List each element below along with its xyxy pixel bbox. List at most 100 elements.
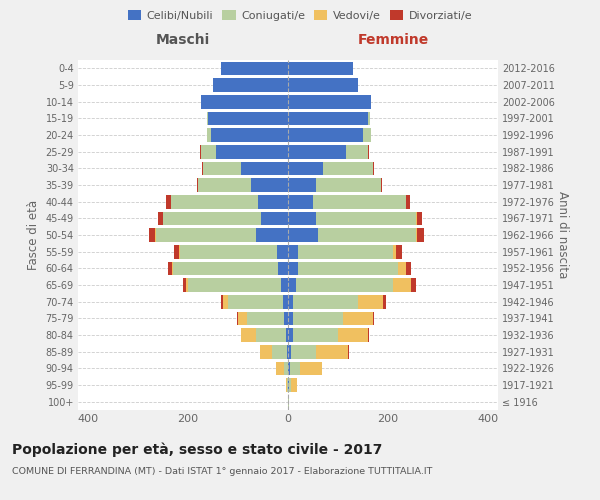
Bar xyxy=(299,362,322,375)
Bar xyxy=(398,262,406,275)
Bar xyxy=(288,78,358,92)
Bar xyxy=(188,278,281,292)
Bar xyxy=(197,178,198,192)
Bar xyxy=(373,312,374,325)
Bar xyxy=(185,278,188,292)
Bar xyxy=(346,145,368,158)
Bar xyxy=(283,295,288,308)
Bar xyxy=(223,295,228,308)
Bar xyxy=(288,62,353,75)
Bar xyxy=(416,212,421,225)
Bar xyxy=(406,262,410,275)
Bar xyxy=(406,195,410,208)
Bar xyxy=(247,312,284,325)
Bar xyxy=(380,178,382,192)
Bar xyxy=(202,162,203,175)
Bar xyxy=(290,362,299,375)
Bar xyxy=(293,328,338,342)
Bar xyxy=(293,295,358,308)
Bar xyxy=(288,212,316,225)
Bar xyxy=(288,278,296,292)
Bar xyxy=(316,345,348,358)
Bar xyxy=(260,345,272,358)
Bar xyxy=(368,328,369,342)
Bar xyxy=(256,328,286,342)
Bar xyxy=(172,262,173,275)
Bar xyxy=(410,278,415,292)
Bar xyxy=(289,378,291,392)
Bar xyxy=(260,212,288,225)
Bar xyxy=(286,378,287,392)
Y-axis label: Anni di nascita: Anni di nascita xyxy=(556,192,569,278)
Bar xyxy=(383,295,386,308)
Bar xyxy=(288,345,290,358)
Bar xyxy=(343,312,373,325)
Bar xyxy=(416,228,424,242)
Bar xyxy=(221,62,288,75)
Bar xyxy=(158,212,163,225)
Bar xyxy=(288,228,318,242)
Y-axis label: Fasce di età: Fasce di età xyxy=(27,200,40,270)
Bar xyxy=(316,178,380,192)
Bar xyxy=(316,212,415,225)
Bar xyxy=(288,262,298,275)
Bar xyxy=(251,178,288,192)
Bar xyxy=(241,328,256,342)
Bar xyxy=(288,362,290,375)
Bar xyxy=(173,262,278,275)
Bar xyxy=(288,95,371,108)
Bar xyxy=(213,78,288,92)
Bar xyxy=(318,228,415,242)
Bar xyxy=(179,245,277,258)
Bar xyxy=(288,312,293,325)
Bar xyxy=(278,262,288,275)
Bar xyxy=(203,162,241,175)
Bar xyxy=(228,295,283,308)
Bar xyxy=(284,312,288,325)
Text: Femmine: Femmine xyxy=(358,32,428,46)
Bar xyxy=(288,328,293,342)
Bar xyxy=(276,362,284,375)
Bar xyxy=(200,95,288,108)
Text: Popolazione per età, sesso e stato civile - 2017: Popolazione per età, sesso e stato civil… xyxy=(12,442,382,457)
Bar xyxy=(358,295,383,308)
Bar xyxy=(288,295,293,308)
Bar xyxy=(284,362,287,375)
Bar xyxy=(241,162,288,175)
Bar xyxy=(313,195,406,208)
Bar xyxy=(291,378,297,392)
Bar xyxy=(415,228,416,242)
Bar xyxy=(174,245,179,258)
Bar xyxy=(168,262,172,275)
Bar xyxy=(206,128,211,142)
Bar xyxy=(155,228,256,242)
Bar xyxy=(288,145,346,158)
Bar xyxy=(183,278,185,292)
Bar xyxy=(288,195,313,208)
Bar xyxy=(215,145,288,158)
Bar xyxy=(149,228,155,242)
Bar xyxy=(415,212,416,225)
Bar xyxy=(208,112,288,125)
Bar xyxy=(368,112,370,125)
Legend: Celibi/Nubili, Coniugati/e, Vedovi/e, Divorziati/e: Celibi/Nubili, Coniugati/e, Vedovi/e, Di… xyxy=(125,8,475,23)
Bar xyxy=(163,212,260,225)
Bar xyxy=(288,112,368,125)
Bar xyxy=(200,145,215,158)
Bar xyxy=(323,162,373,175)
Bar xyxy=(206,112,208,125)
Bar xyxy=(286,328,288,342)
Bar xyxy=(363,128,371,142)
Bar xyxy=(281,278,288,292)
Bar xyxy=(287,345,288,358)
Bar xyxy=(338,328,368,342)
Bar xyxy=(256,228,288,242)
Bar xyxy=(211,128,288,142)
Bar xyxy=(277,245,288,258)
Bar xyxy=(238,312,247,325)
Bar xyxy=(170,195,258,208)
Bar xyxy=(393,245,395,258)
Bar xyxy=(395,245,401,258)
Bar xyxy=(288,178,316,192)
Bar xyxy=(258,195,288,208)
